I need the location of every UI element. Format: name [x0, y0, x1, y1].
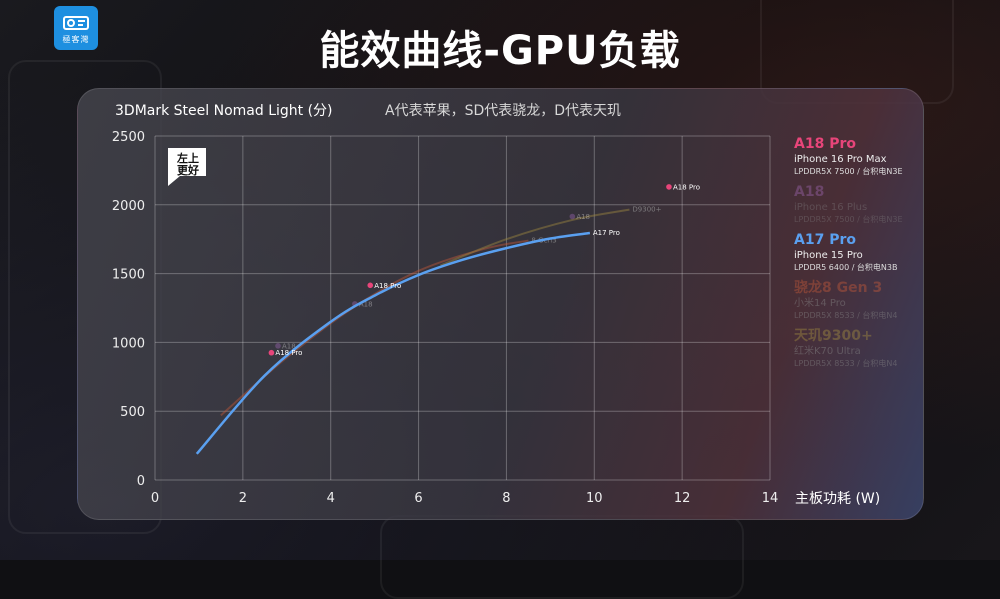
- data-point: [666, 184, 672, 190]
- x-tick-label: 10: [586, 491, 603, 506]
- data-point-label: A18: [359, 300, 373, 308]
- logo-text: 極客灣: [62, 35, 90, 44]
- data-point: [569, 213, 576, 220]
- legend-spec: LPDDR5X 8533 / 台积电N4: [794, 359, 898, 368]
- legend-name: 天玑9300+: [794, 328, 873, 344]
- legend-device: 红米K70 Ultra: [794, 346, 861, 357]
- data-point: [275, 343, 281, 349]
- series-end-label: A17 Pro: [593, 229, 620, 237]
- y-tick-label: 2000: [112, 199, 145, 214]
- x-tick-label: 8: [502, 491, 510, 506]
- y-tick-label: 1000: [112, 336, 145, 351]
- x-tick-label: 6: [414, 491, 422, 506]
- x-axis-label: 主板功耗 (W): [795, 491, 881, 507]
- badge-line1: 左上: [176, 151, 199, 165]
- x-tick-label: 0: [151, 491, 159, 506]
- legend-name: 骁龙8 Gen 3: [794, 280, 883, 296]
- x-tick-label: 12: [674, 491, 691, 506]
- legend-device: 小米14 Pro: [794, 298, 846, 309]
- x-tick-label: 4: [327, 491, 335, 506]
- legend-name: A18 Pro: [794, 136, 856, 152]
- legend-item: A18 iPhone 16 Plus LPDDR5X 7500 / 台积电N3E: [794, 184, 924, 225]
- chart-title: 3DMark Steel Nomad Light (分): [115, 103, 333, 119]
- legend-item: 骁龙8 Gen 3 小米14 Pro LPDDR5X 8533 / 台积电N4: [794, 280, 924, 321]
- data-point: [367, 282, 374, 289]
- legend-spec: LPDDR5X 8533 / 台积电N4: [794, 311, 898, 320]
- data-point-label: A18 Pro: [673, 183, 700, 191]
- legend-device: iPhone 16 Plus: [794, 202, 868, 213]
- y-tick-label: 500: [120, 405, 145, 420]
- projector-icon: [63, 16, 89, 30]
- legend-name: A18: [794, 184, 825, 200]
- badge-line2: 更好: [177, 163, 199, 177]
- data-point-label: A18 Pro: [374, 282, 401, 290]
- legend-item: A17 Pro iPhone 15 Pro LPDDR5 6400 / 台积电N…: [794, 232, 924, 273]
- x-tick-label: 14: [762, 491, 779, 506]
- better-badge: 左上 更好: [166, 146, 212, 186]
- legend-device: iPhone 15 Pro: [794, 250, 863, 261]
- y-tick-label: 0: [137, 474, 145, 489]
- legend-name: A17 Pro: [794, 232, 856, 248]
- series-end-label: D9300+: [632, 206, 661, 214]
- chart-panel: [77, 88, 924, 520]
- chart-subtitle: A代表苹果，SD代表骁龙，D代表天玑: [385, 103, 622, 119]
- legend-spec: LPDDR5 6400 / 台积电N3B: [794, 263, 898, 272]
- data-point-label: A18 Pro: [275, 349, 302, 357]
- y-tick-label: 1500: [112, 268, 145, 283]
- legend-spec: LPDDR5X 7500 / 台积电N3E: [794, 215, 903, 224]
- x-tick-label: 2: [239, 491, 247, 506]
- series-line: [220, 239, 529, 417]
- legend: A18 Pro iPhone 16 Pro Max LPDDR5X 7500 /…: [794, 136, 924, 376]
- logo: 極客灣: [54, 6, 98, 50]
- data-point-label: A18: [576, 213, 590, 221]
- legend-device: iPhone 16 Pro Max: [794, 154, 887, 165]
- series-line: [440, 208, 630, 267]
- data-point-label: A18: [282, 342, 296, 350]
- data-point: [268, 349, 275, 356]
- legend-item: A18 Pro iPhone 16 Pro Max LPDDR5X 7500 /…: [794, 136, 924, 177]
- legend-spec: LPDDR5X 7500 / 台积电N3E: [794, 167, 903, 176]
- y-tick-label: 2500: [112, 130, 145, 145]
- legend-item: 天玑9300+ 红米K70 Ultra LPDDR5X 8533 / 台积电N4: [794, 328, 924, 369]
- arrow-up-left-icon: 左上 更好: [168, 148, 206, 186]
- series-line: [195, 231, 591, 455]
- page-title: 能效曲线-GPU负载: [319, 28, 681, 74]
